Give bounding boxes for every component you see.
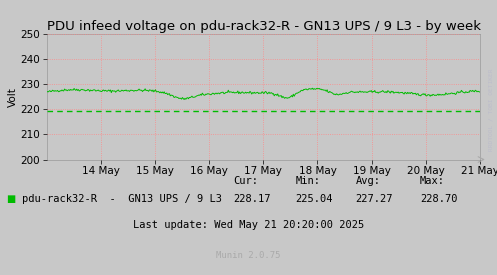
Text: PDU infeed voltage on pdu-rack32-R - GN13 UPS / 9 L3 - by week: PDU infeed voltage on pdu-rack32-R - GN1… — [47, 20, 481, 33]
Text: 228.70: 228.70 — [420, 194, 457, 204]
Text: Min:: Min: — [296, 177, 321, 186]
Text: ■: ■ — [6, 194, 16, 204]
Text: Last update: Wed May 21 20:20:00 2025: Last update: Wed May 21 20:20:00 2025 — [133, 221, 364, 230]
Text: 228.17: 228.17 — [234, 194, 271, 204]
Text: RRDTOOL / TOBI OETIKER: RRDTOOL / TOBI OETIKER — [489, 69, 494, 151]
Text: 227.27: 227.27 — [355, 194, 393, 204]
Y-axis label: Volt: Volt — [8, 87, 18, 107]
Text: pdu-rack32-R  -  GN13 UPS / 9 L3: pdu-rack32-R - GN13 UPS / 9 L3 — [22, 194, 222, 204]
Text: 225.04: 225.04 — [296, 194, 333, 204]
Text: Avg:: Avg: — [355, 177, 380, 186]
Text: Munin 2.0.75: Munin 2.0.75 — [216, 251, 281, 260]
Text: Cur:: Cur: — [234, 177, 258, 186]
Text: Max:: Max: — [420, 177, 445, 186]
